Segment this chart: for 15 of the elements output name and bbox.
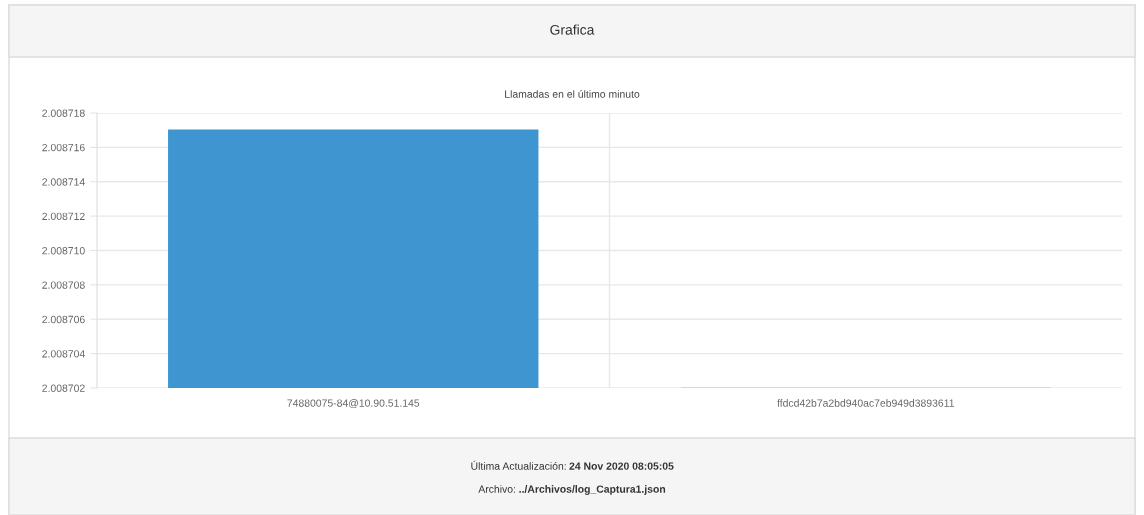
x-tick-label: ffdcd42b7a2bd940ac7eb949d3893611 [777, 399, 954, 407]
text: Archivo: ../Archivos/log_Captura1.json [478, 485, 666, 495]
y-tick-label: 2.008714 [42, 178, 85, 186]
chart-subtitle: Llamadas en el último minuto [505, 90, 640, 98]
y-tick-label: 2.008702 [42, 384, 85, 392]
y-tick-label: 2.008716 [42, 143, 85, 152]
text: Última Actualización: 24 Nov 2020 08:05:05 [471, 460, 674, 470]
x-tick-label: 74880075-84@10.90.51.145 [287, 399, 420, 409]
y-tick-label: 2.008706 [42, 315, 85, 324]
y-tick-label: 2.008718 [42, 109, 85, 117]
chart-title: Grafica [550, 24, 595, 35]
y-tick-label: 2.008712 [42, 212, 85, 220]
y-tick-label: 2.008710 [42, 247, 85, 255]
y-tick-label: 2.008704 [42, 350, 85, 358]
y-tick-label: 2.008708 [42, 281, 85, 289]
